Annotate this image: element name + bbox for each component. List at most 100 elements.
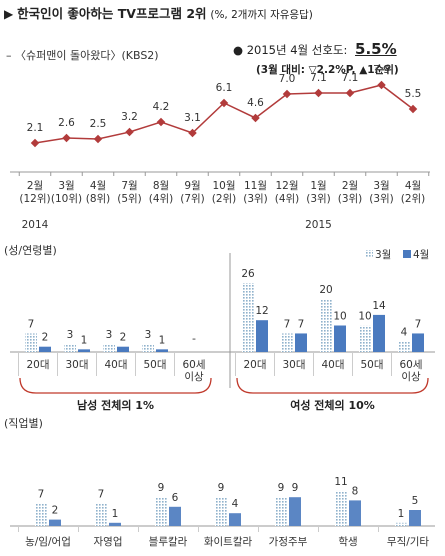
job-bar-april [169, 506, 181, 526]
job-value-label: 9 [292, 482, 299, 494]
age-category-label: 40대 [321, 359, 344, 371]
age-value-label: 3 [145, 329, 152, 341]
age-value-label: 10 [333, 311, 346, 323]
age-bar-april [373, 314, 385, 352]
legend-label-april: 4월 [413, 249, 429, 261]
rank-summary: ● 2015년 4월 선호도: 5.5% [233, 40, 397, 58]
line-x-tick-label: 8월 (4위) [149, 180, 174, 205]
age-value-label: 7 [28, 318, 35, 330]
age-category-label: 60세 이상 [182, 359, 205, 383]
age-category-label: 20대 [243, 359, 266, 371]
job-category-label: 화이트칼라 [204, 535, 253, 548]
job-bar-april [289, 497, 301, 526]
line-x-tick-label: 9월 (7위) [180, 180, 205, 205]
job-value-label: 1 [398, 508, 405, 520]
rank-label: 2015년 4월 선호도: [246, 43, 348, 57]
job-category-label: 무직/기타 [387, 536, 430, 548]
line-x-tick-label: 3월 (10위) [51, 180, 82, 205]
job-category-label: 학생 [338, 536, 357, 548]
age-bar-march [64, 344, 76, 352]
job-value-label: 5 [412, 495, 419, 507]
age-bar-march [103, 344, 115, 352]
age-value-label: 12 [255, 305, 268, 317]
line-value-label: 3.1 [184, 112, 201, 124]
job-category-label: 자영업 [94, 535, 123, 548]
line-x-tick-label: 10월 (2위) [212, 180, 237, 205]
chart-subtitle: (%, 2개까지 자유응답) [210, 9, 313, 21]
job-bar-march [335, 490, 347, 526]
line-x-tick-label: 2월 (12위) [19, 180, 50, 205]
section-label-gender-age: (성/연령별) [4, 244, 57, 257]
age-value-label: 7 [284, 318, 291, 330]
line-value-label: 7.0 [279, 73, 296, 85]
age-category-label: 50대 [360, 359, 383, 371]
line-point [219, 98, 229, 108]
line-value-label: 7.1 [342, 72, 359, 84]
job-value-label: 1 [112, 508, 119, 520]
line-value-label: 4.2 [153, 101, 170, 113]
line-value-label: 2.5 [90, 118, 107, 130]
job-bar-march [275, 497, 287, 526]
age-value-label: 20 [319, 284, 332, 296]
line-value-label: 5.5 [405, 88, 422, 100]
line-point [282, 89, 292, 99]
line-x-tick-label: 1월 (3위) [306, 180, 331, 205]
age-value-label: 7 [298, 318, 305, 330]
line-year-label: 2015 [305, 219, 332, 231]
job-bar-march [95, 503, 107, 526]
line-x-tick-label: 3월 (3위) [369, 180, 394, 205]
age-category-label: 20대 [26, 359, 49, 371]
job-value-label: 2 [52, 505, 59, 517]
job-bar-march [35, 503, 47, 526]
job-value-label: 9 [158, 482, 165, 494]
job-bar-april [109, 522, 121, 526]
job-bar-march [395, 522, 407, 526]
line-point [345, 88, 355, 98]
line-point [62, 133, 71, 143]
job-bar-april [409, 510, 421, 526]
line-value-label: 7.9 [373, 64, 390, 76]
age-bar-march [320, 299, 332, 352]
line-value-label: 6.1 [216, 82, 233, 94]
age-bar-march [242, 283, 254, 352]
line-point [377, 80, 386, 90]
line-x-tick-label: 2월 (3위) [338, 180, 363, 205]
show-prefix: – [6, 49, 12, 62]
line-value-label: 3.2 [121, 111, 138, 123]
age-value-label: 1 [81, 334, 88, 346]
chart-title: 한국인이 좋아하는 TV프로그램 2위 [17, 6, 207, 21]
age-bar-april [117, 346, 129, 352]
age-bar-march [398, 341, 410, 352]
section-label-occupation: (직업별) [4, 417, 43, 430]
job-bar-april [49, 519, 61, 526]
age-bar-april [156, 349, 168, 352]
age-group-label: 남성 전체의 1% [77, 398, 154, 412]
show-title: 〈슈퍼맨이 돌아왔다〉(KBS2) [15, 49, 159, 62]
job-value-label: 9 [218, 482, 225, 494]
rank-bullet: ● [233, 43, 244, 57]
age-value-label: 3 [106, 329, 113, 341]
line-year-label: 2014 [22, 219, 49, 231]
age-value-label: 2 [42, 332, 49, 344]
job-bar-april [229, 513, 241, 526]
line-point [125, 127, 134, 137]
age-value-label: 1 [159, 334, 166, 346]
line-point [156, 117, 166, 127]
job-value-label: 4 [232, 498, 239, 510]
age-group-bracket [19, 377, 212, 394]
job-value-label: 7 [38, 489, 45, 501]
age-value-label: 10 [358, 311, 371, 323]
age-bar-march [25, 333, 37, 352]
age-category-label: 60세 이상 [399, 359, 422, 383]
age-bar-april [256, 320, 268, 352]
age-value-label: 3 [67, 329, 74, 341]
age-bar-april [39, 346, 51, 352]
header-marker: ▶ [4, 7, 14, 21]
line-value-label: 2.6 [58, 117, 75, 129]
legend-swatch-march [365, 250, 373, 258]
job-value-label: 8 [352, 485, 359, 497]
legend-swatch-april [403, 250, 411, 258]
job-value-label: 6 [172, 492, 179, 504]
line-x-tick-label: 4월 (2위) [401, 180, 426, 205]
